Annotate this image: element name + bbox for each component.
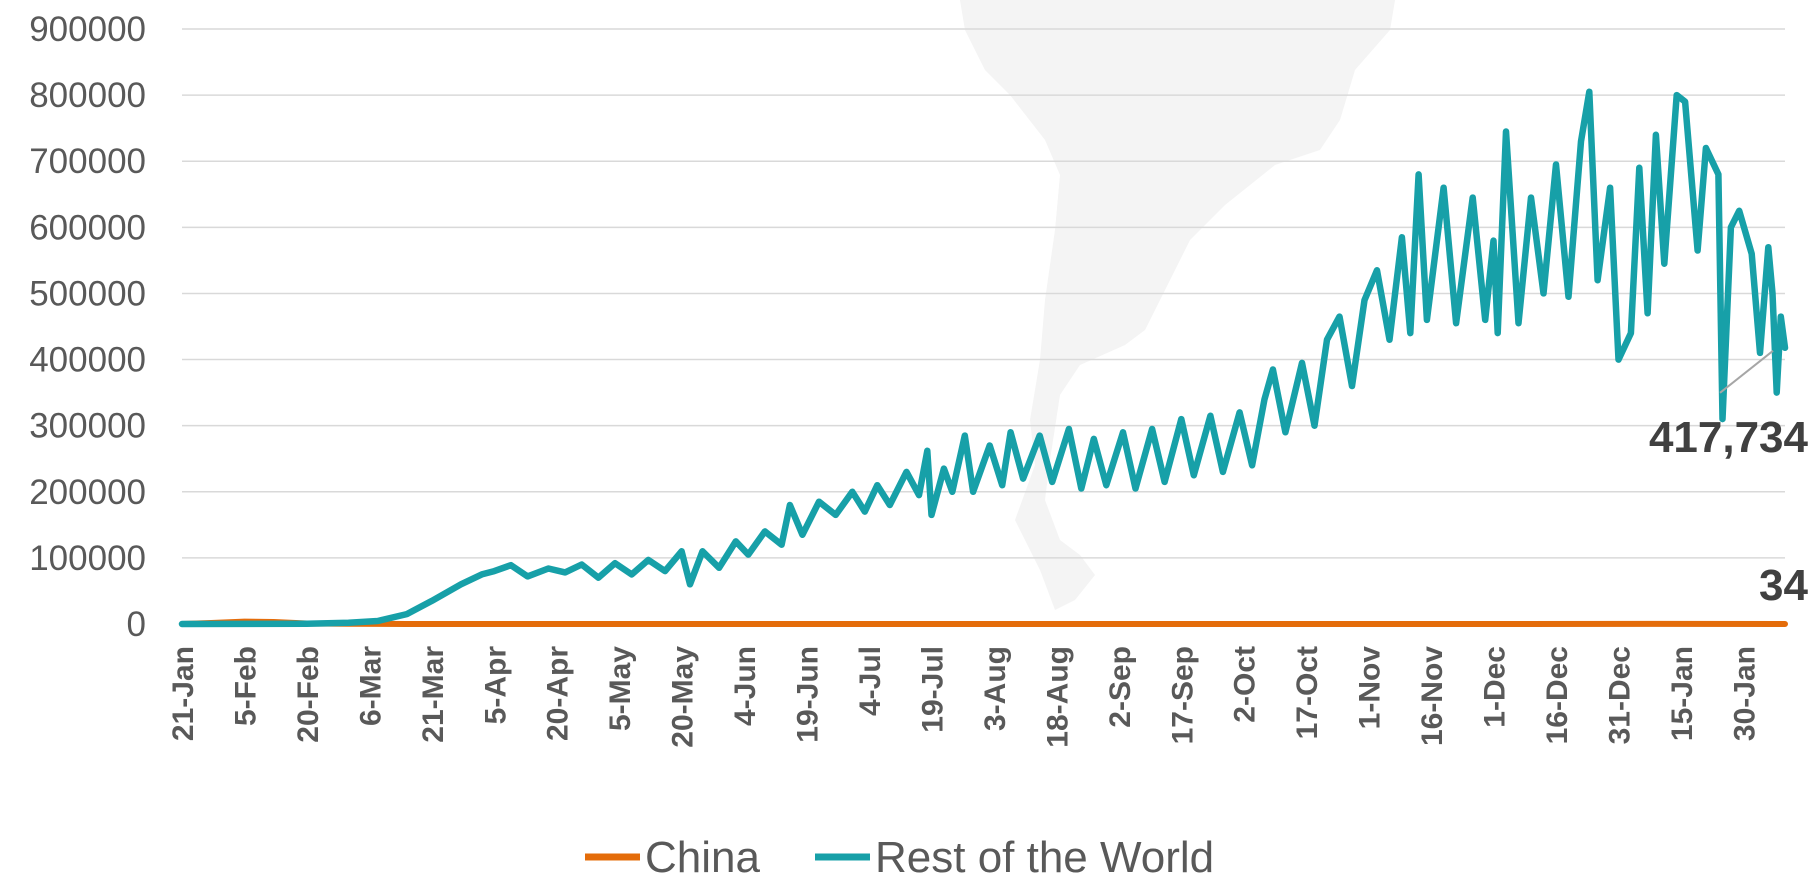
y-tick-label: 300000	[29, 407, 146, 446]
x-tick-label: 30-Jan	[1728, 646, 1761, 741]
x-tick-label: 17-Oct	[1291, 646, 1324, 739]
x-tick-label: 19-Jun	[792, 646, 825, 743]
x-tick-label: 6-Mar	[354, 646, 387, 726]
end-label-rest-of-the-world: 417,734	[1649, 413, 1809, 462]
y-tick-label: 700000	[29, 142, 146, 181]
y-tick-label: 600000	[29, 208, 146, 247]
y-tick-label: 200000	[29, 473, 146, 512]
x-axis-tick-labels: 21-Jan 5-Feb 20-Feb 6-Mar 21-Mar 5-Apr 20-Apr 5…	[167, 646, 1761, 748]
x-tick-label: 17-Sep	[1166, 646, 1199, 744]
x-tick-label: 2-Sep	[1104, 646, 1137, 728]
x-tick-label: 18-Aug	[1041, 646, 1074, 748]
x-tick-label: 4-Jun	[729, 646, 762, 726]
x-tick-label: 21-Jan	[167, 646, 200, 741]
x-tick-label: 5-Apr	[479, 646, 512, 725]
x-tick-label: 16-Nov	[1416, 646, 1449, 746]
x-tick-label: 4-Jul	[854, 646, 887, 716]
legend: China Rest of the World	[585, 833, 1214, 882]
x-tick-label: 16-Dec	[1541, 646, 1574, 744]
x-tick-label: 20-Apr	[542, 646, 575, 741]
x-tick-label: 21-Mar	[417, 646, 450, 743]
series-line-rest-of-the-world	[178, 88, 1789, 628]
x-tick-label: 20-Feb	[292, 646, 325, 743]
legend-label-china: China	[645, 833, 760, 880]
leader-line	[1719, 350, 1774, 394]
x-tick-label: 5-May	[604, 646, 637, 731]
y-tick-label: 100000	[29, 539, 146, 578]
x-tick-label: 1-Nov	[1354, 646, 1387, 730]
y-tick-label: 400000	[29, 341, 146, 380]
y-tick-label: 800000	[29, 76, 146, 115]
y-tick-label: 900000	[29, 10, 146, 49]
x-tick-label: 31-Dec	[1603, 646, 1636, 744]
x-tick-label: 15-Jan	[1666, 646, 1699, 741]
background-map-silhouette	[960, 0, 1395, 610]
background-map-silhouette-shape	[960, 0, 1395, 610]
y-tick-label: 500000	[29, 274, 146, 313]
end-value-labels: 417,734 34	[1649, 350, 1809, 610]
x-tick-label: 1-Dec	[1479, 646, 1512, 728]
x-tick-label: 2-Oct	[1229, 646, 1262, 723]
x-tick-label: 5-Feb	[229, 646, 262, 726]
legend-label-rest-of-the-world: Rest of the World	[875, 833, 1214, 880]
series-line-china	[179, 618, 1788, 627]
x-tick-label: 20-May	[667, 646, 700, 748]
gridlines	[182, 28, 1785, 625]
end-label-china: 34	[1759, 561, 1808, 610]
series-lines	[178, 88, 1789, 628]
x-tick-label: 19-Jul	[916, 646, 949, 733]
y-axis-tick-labels: 900000 800000 700000 600000 500000 400000 3000…	[29, 10, 146, 644]
x-tick-label: 3-Aug	[979, 646, 1012, 731]
y-tick-label: 0	[127, 605, 146, 644]
